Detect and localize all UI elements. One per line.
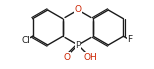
Text: O: O (75, 6, 81, 14)
Text: P: P (75, 41, 81, 49)
Text: F: F (127, 35, 132, 44)
Text: Cl: Cl (21, 36, 30, 45)
Text: OH: OH (83, 53, 97, 62)
Text: O: O (64, 53, 71, 62)
